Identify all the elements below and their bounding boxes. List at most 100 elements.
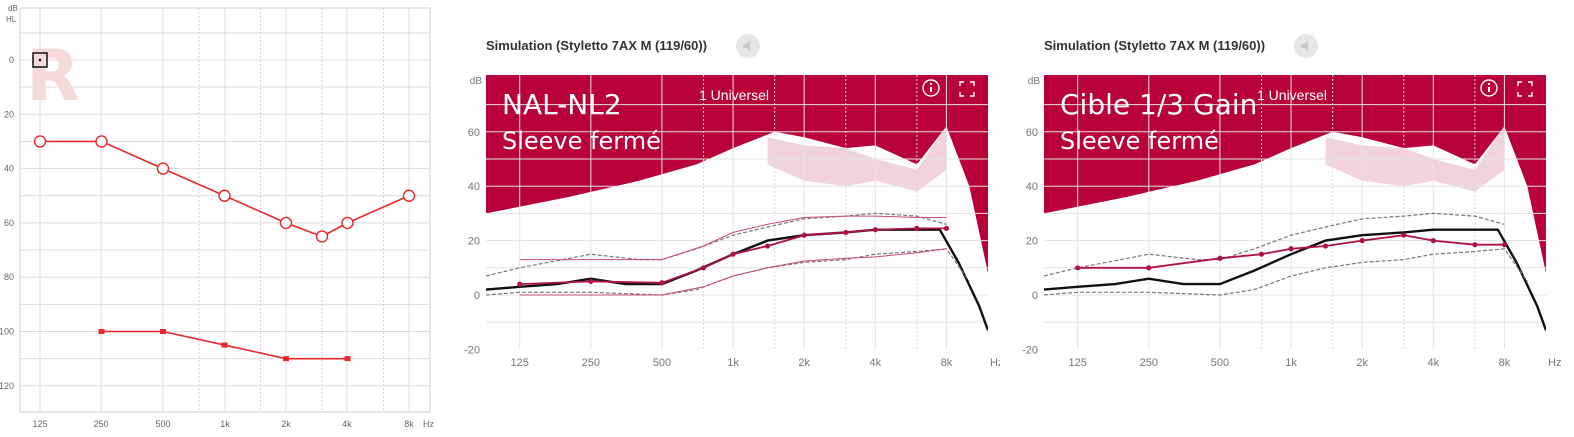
y-tick-label: 20 (468, 236, 480, 248)
lower-bound-curve (1044, 248, 1528, 296)
info-icon-dot (1487, 82, 1491, 86)
ear-marker: R (26, 35, 80, 117)
expand-icon[interactable] (959, 81, 975, 97)
y-unit-label: dB (8, 4, 18, 13)
discomfort-point (221, 342, 228, 348)
target-upper-line (519, 215, 947, 261)
target-point (1401, 232, 1407, 238)
crimson-headroom-area (1044, 75, 1546, 274)
cursor-icon (32, 52, 48, 68)
target-point (843, 229, 849, 236)
y-unit-label: dB (1028, 76, 1041, 87)
y-tick-label: 0 (1032, 290, 1038, 302)
x-tick-label: 125 (1069, 357, 1087, 369)
target-point (801, 232, 807, 238)
info-icon-dot (929, 82, 933, 86)
x-tick-label: 1k (1285, 357, 1297, 369)
y-tick-label: 40 (468, 181, 480, 193)
info-icon[interactable] (1480, 79, 1498, 97)
info-icon-stem (930, 87, 932, 92)
air-conduction-point (33, 135, 47, 148)
info-icon-circle (922, 79, 940, 97)
speaker-icon[interactable] (736, 34, 760, 58)
x-tick-label: 8k (941, 357, 953, 369)
target-point (700, 265, 707, 271)
y-tick-label: 100 (0, 327, 14, 337)
air-conduction-point (341, 216, 354, 230)
target-point (1075, 265, 1081, 271)
target-point (1322, 243, 1329, 249)
overlay-subtitle: Sleeve fermé (1060, 127, 1219, 155)
air-conduction-point (95, 135, 108, 148)
info-icon[interactable] (922, 79, 940, 97)
y-tick-label: -20 (464, 344, 480, 356)
x-tick-label: 125 (511, 357, 529, 369)
cursor-box (32, 52, 48, 68)
plot-content (1044, 75, 1546, 349)
audiogram-panel: dB HL 0 20 40 60 80 100 120 125 250 500 1k 2k 4k 8k Hz R (0, 0, 440, 432)
y-tick-label: 80 (4, 272, 14, 282)
simulation-title: Simulation (Styletto 7AX M (119/60)) (486, 38, 708, 53)
discomfort-point (98, 329, 105, 334)
target-point (943, 225, 949, 231)
simulation-panel-2: Simulation (Styletto 7AX M (119/60)) Cib… (1016, 0, 1574, 432)
target-point (914, 225, 920, 231)
x-unit-label: Hz (990, 357, 1000, 369)
target-point (1288, 246, 1294, 252)
speaker-icon[interactable] (1294, 34, 1318, 58)
target-point (730, 251, 736, 257)
x-tick-label: 250 (93, 419, 108, 429)
simulation-panel-1: Simulation (Styletto 7AX M (119/60)) NAL… (458, 0, 1003, 432)
response-curve (486, 228, 988, 331)
expand-icon[interactable] (1517, 81, 1533, 97)
x-tick-label: 8k (404, 419, 414, 429)
overlay-subtitle: Sleeve fermé (502, 127, 661, 155)
target-point (588, 278, 594, 284)
program-label: 1 Universel (699, 87, 769, 103)
target-lower-line (519, 248, 947, 296)
upper-bound-curve (486, 212, 947, 277)
overlay-title: Cible 1/3 Gain (1060, 88, 1257, 121)
target-point (659, 280, 665, 286)
x-tick-label: 4k (869, 357, 881, 369)
x-tick-label: 250 (582, 357, 600, 369)
air-conduction-point (315, 230, 329, 243)
air-conduction-point (156, 162, 170, 175)
x-unit-label: Hz (1548, 357, 1561, 369)
simulation-chart-1[interactable]: NAL-NL2 Sleeve fermé 1 Universel dB -20 0 20 40… (458, 0, 1003, 432)
expand-icon-corners (959, 81, 975, 97)
air-conduction-point (279, 216, 293, 230)
target-point (872, 227, 878, 233)
y-tick-label: 0 (9, 55, 14, 65)
x-tick-label: 2k (798, 357, 810, 369)
target-point (1359, 238, 1365, 244)
target-point (1146, 265, 1152, 271)
target-point (764, 243, 771, 249)
y-tick-label: 60 (1026, 127, 1038, 139)
target-point (1430, 238, 1436, 244)
cursor-dot (38, 58, 42, 62)
info-icon-circle (1480, 79, 1498, 97)
y-tick-label: 0 (474, 290, 480, 302)
y-tick-label: 60 (468, 127, 480, 139)
overlay-title: NAL-NL2 (502, 88, 622, 121)
audiogram-chart[interactable]: dB HL 0 20 40 60 80 100 120 125 250 500 1k 2k 4k 8k Hz R (0, 0, 440, 432)
simulation-chart-2[interactable]: Cible 1/3 Gain Sleeve fermé 1 Universel dB -… (1016, 0, 1574, 432)
discomfort-point (283, 356, 289, 362)
crimson-headroom-area (486, 75, 988, 274)
discomfort-point (344, 356, 351, 362)
x-tick-label: 4k (1427, 357, 1439, 369)
upper-bound-curve (1044, 212, 1505, 277)
y-unit-label: HL (6, 15, 17, 24)
x-tick-label: 125 (32, 419, 47, 429)
target-point (1501, 242, 1507, 248)
x-tick-label: 4k (342, 419, 352, 429)
x-unit-label: Hz (423, 419, 434, 429)
y-tick-label: 120 (0, 381, 14, 391)
x-tick-label: 2k (1356, 357, 1368, 369)
y-tick-label: 40 (4, 164, 14, 174)
program-label: 1 Universel (1257, 87, 1327, 103)
x-tick-label: 8k (1499, 357, 1511, 369)
target-point (1258, 251, 1265, 257)
air-conduction-point (218, 189, 231, 202)
